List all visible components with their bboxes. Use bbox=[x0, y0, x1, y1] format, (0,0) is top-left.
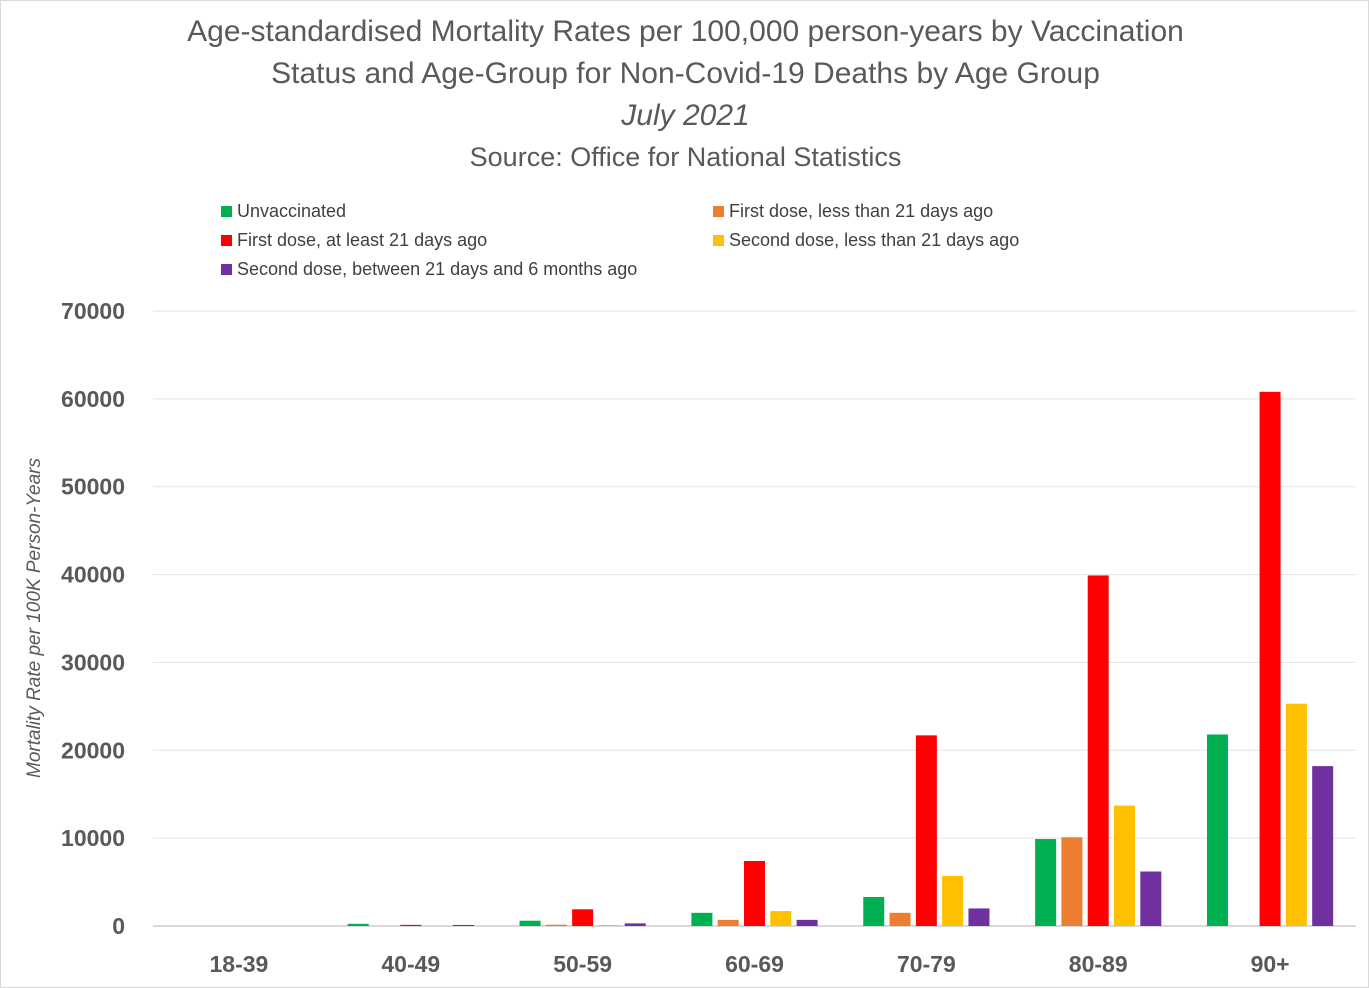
y-tick-label: 50000 bbox=[61, 474, 125, 500]
y-tick-label: 10000 bbox=[61, 825, 125, 851]
x-tick-label: 90+ bbox=[1251, 951, 1290, 977]
bar-70-79-3 bbox=[942, 875, 964, 926]
legend-item: Second dose, between 21 days and 6 month… bbox=[221, 259, 637, 280]
legend-label: Second dose, between 21 days and 6 month… bbox=[237, 259, 638, 279]
bar-70-79-0 bbox=[863, 897, 885, 926]
x-tick-label: 40-49 bbox=[381, 951, 440, 977]
legend-label: Unvaccinated bbox=[237, 201, 347, 221]
legend-item: First dose, at least 21 days ago bbox=[221, 230, 487, 251]
bar-70-79-1 bbox=[889, 912, 911, 926]
bar-60-69-3 bbox=[770, 911, 792, 926]
y-tick-label: 60000 bbox=[61, 386, 125, 412]
x-tick-label: 70-79 bbox=[897, 951, 956, 977]
legend-item: Second dose, less than 21 days ago bbox=[713, 230, 1019, 251]
y-tick-label: 40000 bbox=[61, 562, 125, 588]
bar-90+-0 bbox=[1206, 734, 1228, 926]
legend-label: First dose, at least 21 days ago bbox=[237, 230, 488, 250]
legend-swatch bbox=[221, 264, 232, 275]
bar-40-49-2 bbox=[400, 924, 422, 926]
bar-50-59-3 bbox=[598, 925, 620, 926]
bar-50-59-2 bbox=[572, 909, 594, 926]
x-tick-label: 18-39 bbox=[210, 951, 269, 977]
bar-60-69-4 bbox=[796, 919, 818, 926]
legend-swatch bbox=[221, 206, 232, 217]
legend-item: Unvaccinated bbox=[221, 201, 346, 222]
legend-label: Second dose, less than 21 days ago bbox=[729, 230, 1020, 250]
legend-swatch bbox=[713, 206, 724, 217]
x-tick-label: 50-59 bbox=[553, 951, 612, 977]
bar-80-89-1 bbox=[1061, 837, 1083, 926]
y-tick-label: 20000 bbox=[61, 737, 125, 763]
bar-80-89-4 bbox=[1140, 871, 1162, 926]
bar-60-69-1 bbox=[717, 919, 739, 926]
bar-90+-2 bbox=[1259, 391, 1281, 926]
legend-item: First dose, less than 21 days ago bbox=[713, 201, 993, 222]
legend-swatch bbox=[713, 235, 724, 246]
bar-50-59-4 bbox=[624, 923, 646, 926]
chart-title-line1: Age-standardised Mortality Rates per 100… bbox=[187, 15, 1184, 48]
bar-80-89-3 bbox=[1114, 805, 1136, 926]
y-tick-label: 30000 bbox=[61, 649, 125, 675]
y-tick-label: 0 bbox=[112, 913, 125, 939]
bar-60-69-2 bbox=[744, 860, 765, 926]
bar-70-79-4 bbox=[968, 908, 990, 926]
bar-80-89-0 bbox=[1035, 839, 1057, 926]
x-tick-label: 60-69 bbox=[725, 951, 784, 977]
legend-label: First dose, less than 21 days ago bbox=[729, 201, 994, 221]
bar-80-89-2 bbox=[1087, 575, 1109, 926]
chart-subtitle: July 2021 bbox=[621, 99, 750, 132]
bar-50-59-1 bbox=[545, 924, 567, 926]
bar-90+-3 bbox=[1285, 703, 1307, 926]
chart-title-line2: Status and Age-Group for Non-Covid-19 De… bbox=[271, 57, 1100, 90]
bar-50-59-0 bbox=[519, 920, 541, 926]
bar-90+-4 bbox=[1312, 766, 1334, 926]
legend-swatch bbox=[221, 235, 232, 246]
x-tick-label: 80-89 bbox=[1069, 951, 1128, 977]
chart-source: Source: Office for National Statistics bbox=[469, 142, 902, 172]
bar-40-49-4 bbox=[452, 924, 474, 926]
y-tick-label: 70000 bbox=[61, 298, 125, 324]
bar-60-69-0 bbox=[691, 912, 713, 926]
bar-40-49-0 bbox=[347, 923, 369, 926]
bar-70-79-2 bbox=[915, 735, 937, 926]
